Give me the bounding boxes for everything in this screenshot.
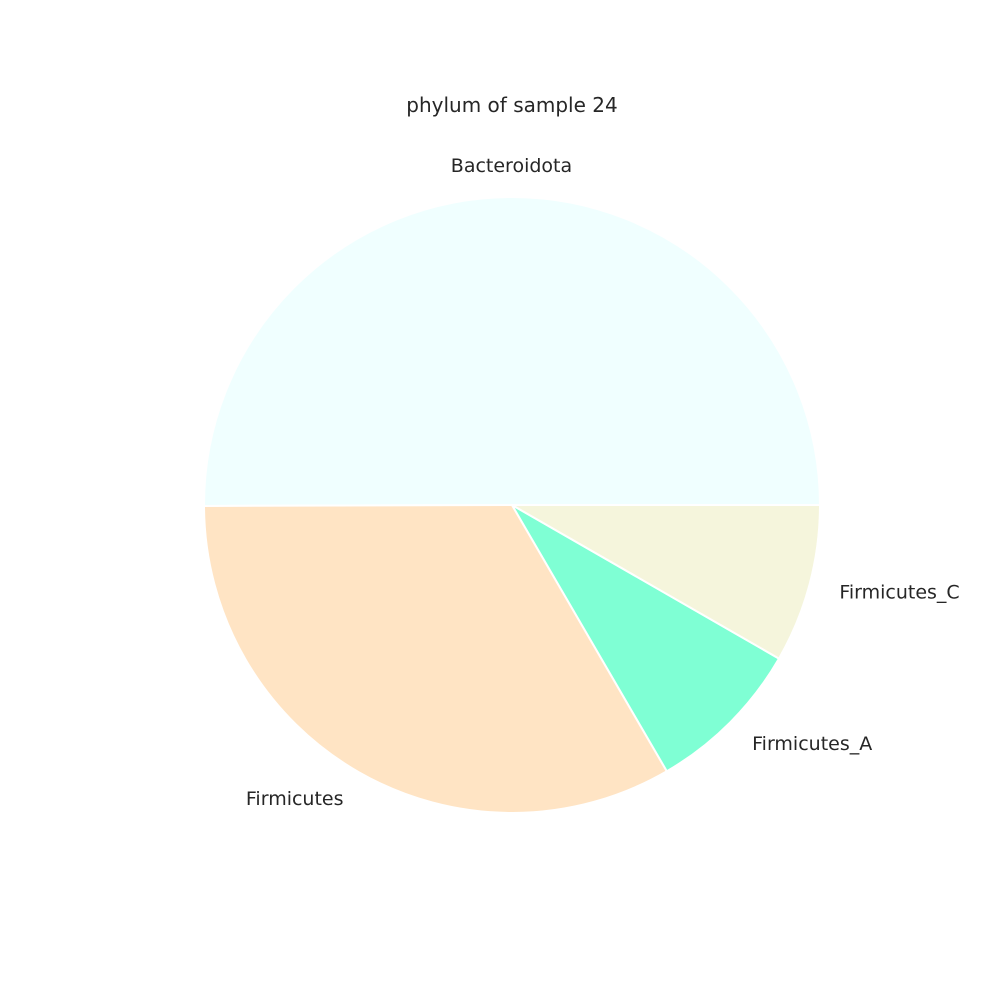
pie-slice-firmicutes [203, 504, 668, 814]
slice-label-firmicutes-c: Firmicutes_C [839, 581, 959, 603]
slice-label-firmicutes-a: Firmicutes_A [752, 733, 872, 755]
pie-slice-firmicutes-a [511, 504, 780, 773]
pie-labels: Bacteroidota Firmicutes Firmicutes_A Firmic… [246, 155, 960, 810]
chart-title: phylum of sample 24 [406, 93, 617, 117]
pie-slice-bacteroidota [203, 195, 821, 507]
pie-slices [203, 195, 821, 814]
pie-slice-firmicutes-c [511, 504, 821, 660]
slice-label-bacteroidota: Bacteroidota [451, 155, 572, 177]
slice-label-firmicutes: Firmicutes [246, 788, 344, 810]
